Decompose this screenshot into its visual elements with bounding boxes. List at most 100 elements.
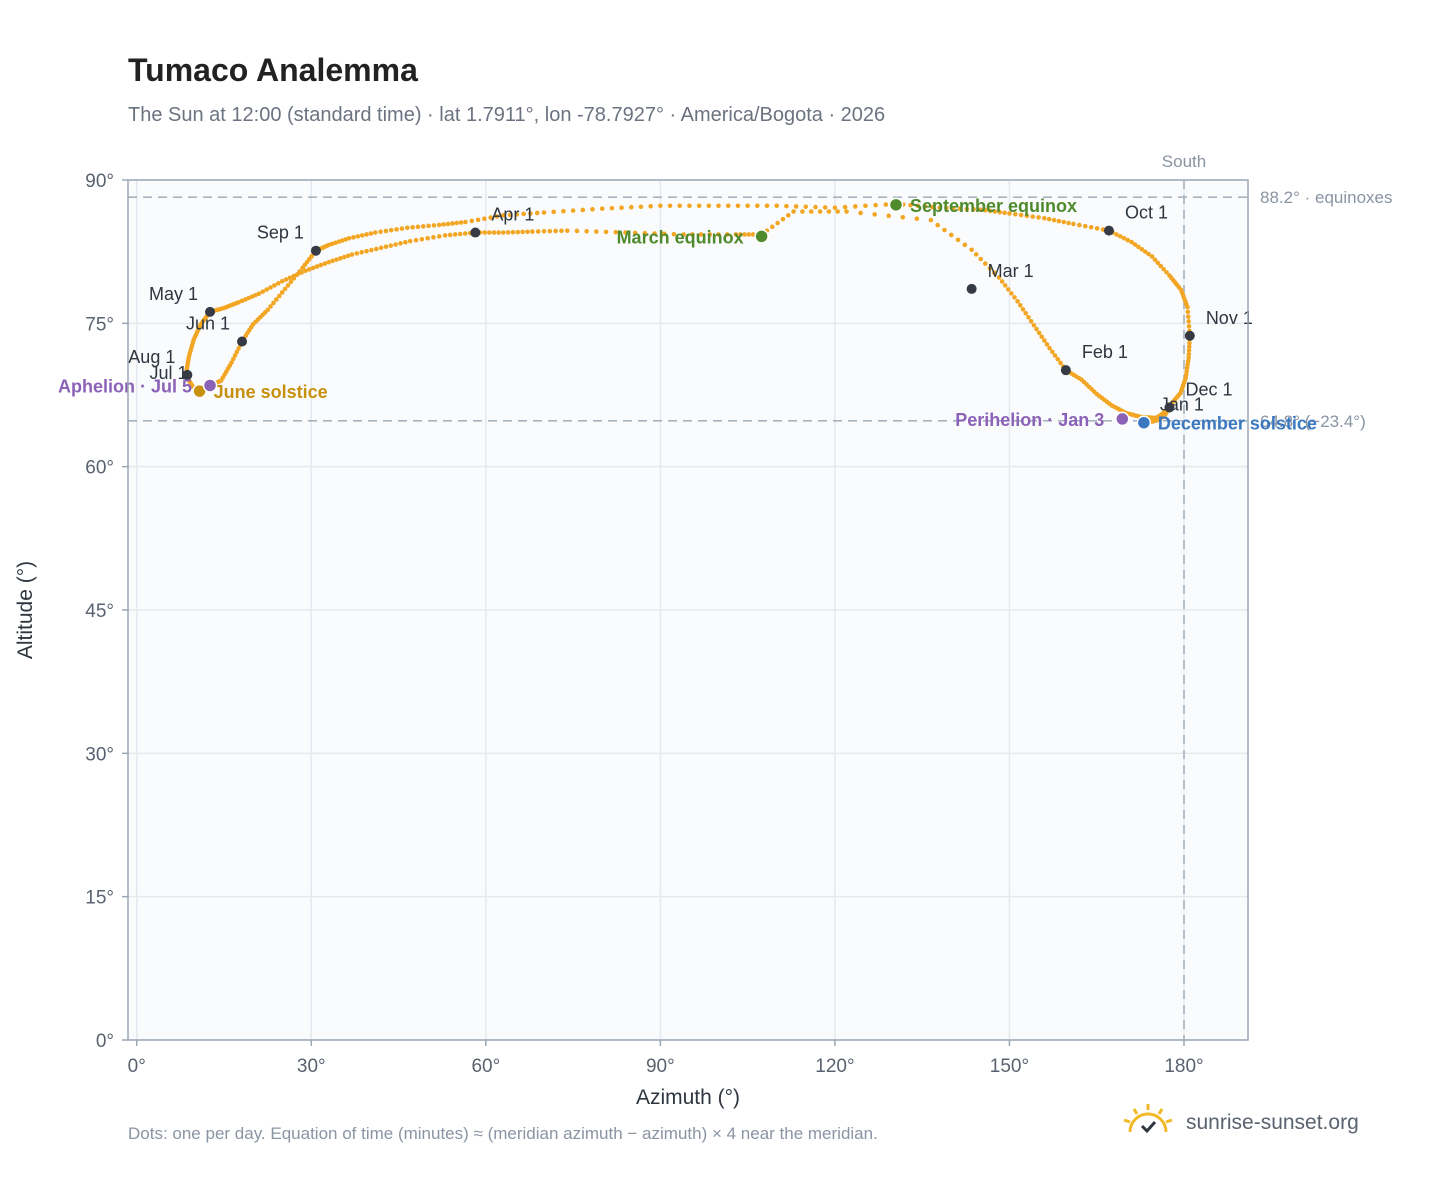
daily-sun-dot [800, 209, 805, 214]
brand-name: sunrise-sunset.org [1186, 1110, 1359, 1134]
month-marker-label: Mar 1 [988, 261, 1034, 281]
daily-sun-dot [407, 238, 413, 244]
daily-sun-dot [1058, 360, 1063, 366]
daily-sun-dot [935, 222, 940, 228]
daily-sun-dot [399, 226, 405, 231]
daily-sun-dot [1186, 323, 1192, 329]
daily-sun-dot [1030, 214, 1036, 219]
daily-sun-dot [388, 227, 394, 233]
daily-sun-dot [784, 203, 789, 209]
daily-sun-dot [452, 232, 458, 237]
daily-sun-dot [279, 278, 285, 284]
daily-sun-dot [1007, 211, 1012, 216]
daily-sun-dot [541, 228, 547, 234]
daily-sun-dot [1082, 223, 1088, 229]
daily-sun-dot [530, 229, 535, 234]
brand[interactable]: sunrise-sunset.org [1120, 1102, 1359, 1143]
daily-sun-dot [1031, 322, 1037, 328]
daily-sun-dot [1155, 260, 1161, 266]
daily-sun-dot [359, 250, 364, 255]
daily-sun-dot [326, 259, 332, 265]
daily-sun-dot [716, 203, 721, 209]
daily-sun-dot [462, 231, 468, 236]
month-marker-label: Jul 1 [150, 363, 188, 383]
daily-sun-dot [619, 205, 624, 211]
daily-sun-dot [742, 232, 747, 237]
daily-sun-dot [287, 275, 293, 281]
daily-sun-dot [364, 232, 369, 237]
daily-sun-dot [570, 208, 576, 213]
month-marker-label: Jun 1 [186, 313, 230, 333]
event-marker [1136, 415, 1152, 430]
daily-sun-dot [1187, 340, 1192, 346]
daily-sun-dot [957, 206, 963, 211]
daily-sun-dot [426, 223, 431, 229]
daily-sun-dot [690, 232, 695, 237]
daily-sun-dot [279, 290, 285, 295]
daily-sun-dot [1024, 213, 1030, 219]
daily-sun-dot [431, 223, 437, 228]
daily-sun-dot [969, 247, 974, 253]
y-tick-label: 45° [85, 601, 114, 622]
daily-sun-dot [1129, 239, 1134, 245]
daily-sun-dot [318, 262, 324, 268]
daily-sun-dot [359, 233, 365, 238]
x-tick-label: 30° [297, 1056, 326, 1077]
daily-sun-dot [603, 229, 609, 235]
event-marker [1115, 411, 1130, 427]
y-tick-label: 15° [85, 888, 114, 909]
daily-sun-dot [724, 232, 730, 237]
daily-sun-dot [1125, 237, 1131, 243]
daily-sun-dot [500, 213, 506, 218]
daily-sun-dot [999, 279, 1005, 284]
daily-sun-dot [372, 230, 378, 235]
reference-line-label: 64.8° (−23.4°) [1260, 412, 1366, 431]
daily-sun-dot [394, 227, 399, 232]
month-marker [470, 227, 481, 238]
daily-sun-dot [1009, 291, 1014, 296]
daily-sun-dot [1036, 330, 1042, 336]
daily-sun-dot [698, 232, 704, 237]
daily-sun-dot [307, 267, 312, 272]
daily-sun-dot [436, 234, 442, 239]
daily-sun-dot [1044, 342, 1050, 347]
daily-sun-dot [1146, 251, 1151, 257]
daily-sun-dot [410, 225, 415, 230]
daily-sun-dot [1023, 311, 1029, 316]
daily-sun-dot [1186, 351, 1192, 357]
daily-sun-dot [378, 245, 384, 251]
daily-sun-dot [950, 206, 956, 211]
daily-sun-dot [1005, 287, 1011, 292]
daily-sun-dot [447, 232, 453, 238]
daily-sun-dot [915, 203, 921, 209]
daily-sun-dot [1002, 283, 1008, 288]
daily-sun-dot [482, 216, 487, 221]
daily-sun-dot [978, 207, 983, 212]
daily-sun-dot [1114, 232, 1119, 237]
daily-sun-dot [420, 224, 426, 229]
daily-sun-dot [355, 234, 361, 239]
x-tick-label: 0° [128, 1056, 146, 1077]
x-axis-label: Azimuth (°) [636, 1086, 740, 1109]
daily-sun-dot [482, 230, 487, 235]
daily-sun-dot [997, 209, 1003, 215]
sun-logo-icon [1120, 1102, 1176, 1143]
daily-sun-dot [1185, 314, 1191, 319]
daily-sun-dot [505, 230, 511, 235]
daily-sun-dot [775, 220, 780, 226]
daily-sun-dot [942, 227, 947, 233]
daily-sun-dot [755, 203, 760, 209]
daily-sun-dot [229, 360, 234, 365]
daily-sun-dot [1158, 263, 1164, 269]
daily-sun-dot [1002, 210, 1007, 216]
daily-sun-dot [745, 203, 750, 209]
daily-sun-dot [735, 203, 741, 209]
daily-sun-dot [351, 235, 356, 240]
daily-sun-dot [345, 253, 351, 259]
daily-sun-dot [231, 356, 236, 362]
daily-sun-dot [1185, 309, 1191, 315]
daily-sun-dot [528, 211, 533, 216]
daily-sun-dot [398, 241, 403, 246]
